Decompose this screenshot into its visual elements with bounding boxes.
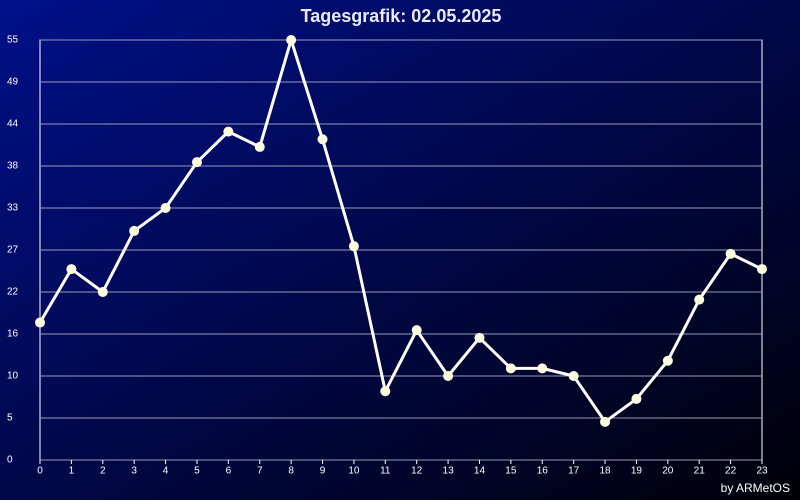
- y-tick-label: 49: [7, 77, 19, 88]
- x-tick-label: 6: [226, 466, 232, 477]
- x-tick-label: 8: [288, 466, 294, 477]
- y-tick-label: 55: [7, 35, 19, 46]
- data-point: [411, 325, 422, 336]
- x-tick-label: 10: [348, 466, 360, 477]
- chart-title: Tagesgrafik: 02.05.2025: [301, 6, 502, 26]
- x-tick-label: 2: [100, 466, 106, 477]
- data-point: [568, 371, 579, 381]
- x-tick-label: 11: [380, 466, 391, 477]
- x-tick-label: 17: [568, 466, 580, 477]
- y-tick-label: 10: [7, 371, 19, 382]
- data-point: [380, 386, 391, 397]
- data-point: [223, 126, 234, 137]
- data-point: [537, 363, 548, 374]
- data-point: [474, 332, 485, 343]
- x-tick-label: 23: [756, 466, 768, 477]
- x-tick-label: 22: [725, 466, 737, 477]
- data-point: [286, 35, 297, 45]
- x-tick-label: 3: [131, 466, 137, 477]
- x-tick-label: 1: [69, 466, 75, 477]
- y-tick-label: 27: [7, 245, 19, 256]
- x-tick-label: 7: [257, 466, 263, 477]
- x-tick-label: 18: [599, 466, 611, 477]
- data-point: [443, 371, 454, 381]
- y-tick-label: 22: [7, 287, 19, 298]
- data-point: [129, 225, 140, 236]
- x-tick-label: 13: [443, 466, 455, 477]
- x-tick-label: 0: [37, 466, 43, 477]
- footer: by ARMetOS: [721, 481, 790, 495]
- data-point: [757, 264, 767, 275]
- data-point: [694, 294, 705, 305]
- data-point: [348, 241, 359, 252]
- x-tick-label: 14: [474, 466, 486, 477]
- y-tick-label: 5: [7, 413, 13, 424]
- y-tick-label: 38: [7, 161, 19, 172]
- data-point: [254, 141, 265, 152]
- series-line: [38, 38, 763, 424]
- data-point: [600, 416, 611, 427]
- x-tick-label: 9: [320, 466, 326, 477]
- x-tick-label: 15: [505, 466, 517, 477]
- data-point: [317, 134, 328, 145]
- x-tick-label: 16: [537, 466, 549, 477]
- x-tick-label: 12: [411, 466, 423, 477]
- y-tick-label: 33: [7, 203, 19, 214]
- y-tick-label: 0: [7, 455, 13, 466]
- y-tick-label: 16: [7, 329, 19, 340]
- x-tick-label: 21: [694, 466, 706, 477]
- x-tick-label: 19: [631, 466, 643, 477]
- y-tick-label: 44: [7, 119, 19, 130]
- data-point: [662, 355, 673, 366]
- x-tick-label: 4: [163, 466, 169, 477]
- data-point: [97, 287, 108, 297]
- x-tick-label: 5: [194, 466, 200, 477]
- data-point: [191, 157, 202, 168]
- x-tick-label: 20: [662, 466, 674, 477]
- data-point: [35, 317, 45, 328]
- data-point: [505, 363, 516, 374]
- data-point: [631, 393, 642, 404]
- data-point: [160, 203, 171, 213]
- data-point: [66, 264, 77, 275]
- data-point: [725, 248, 736, 259]
